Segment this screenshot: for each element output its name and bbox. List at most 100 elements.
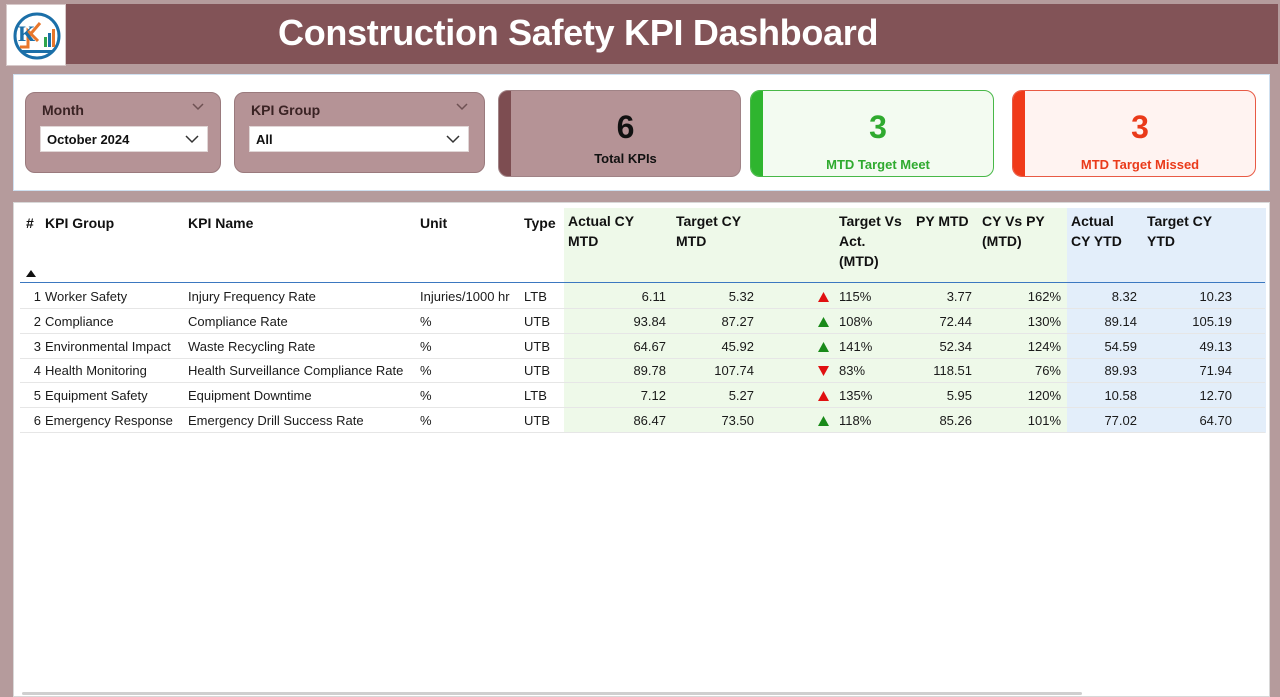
cell-cyvpy-mtd: 130% xyxy=(1027,313,1061,329)
cell-py-mtd: 5.95 xyxy=(946,388,972,404)
row-divider xyxy=(20,308,1265,309)
cell-type: LTB xyxy=(524,289,547,304)
cell-actual-mtd: 6.11 xyxy=(641,289,666,304)
sort-ascending-icon[interactable] xyxy=(26,270,36,277)
cell-group: Compliance xyxy=(45,313,114,329)
cell-py-mtd: 118.51 xyxy=(933,363,972,379)
ytd-columns-highlight xyxy=(1067,208,1266,433)
cell-group: Environmental Impact xyxy=(45,338,171,354)
cell-name: Compliance Rate xyxy=(188,313,288,329)
total-kpis-card: 6 Total KPIs xyxy=(498,90,741,177)
cell-unit: % xyxy=(420,363,432,379)
column-header-target-cy-ytd[interactable]: Target CY YTD xyxy=(1147,211,1212,251)
cell-cyvpy-mtd: 124% xyxy=(1027,338,1061,354)
cell-name: Waste Recycling Rate xyxy=(188,338,316,354)
cell-target-mtd: 87.27 xyxy=(721,313,754,329)
table-row[interactable]: 1 Worker Safety Injury Frequency Rate Injur… xyxy=(20,284,1265,309)
cell-actual-ytd: 10.58 xyxy=(1104,388,1137,404)
table-row[interactable]: 2 Compliance Compliance Rate% UTB 93.84 87.27… xyxy=(20,309,1265,334)
cell-target-ytd: 10.23 xyxy=(1199,289,1232,304)
column-header-kpi-name[interactable]: KPI Name xyxy=(188,215,254,231)
cell-actual-ytd: 89.14 xyxy=(1104,313,1137,329)
cell-name: Equipment Downtime xyxy=(188,388,312,404)
company-logo-icon: K xyxy=(13,12,61,60)
cell-target-ytd: 12.70 xyxy=(1199,388,1232,404)
cell-py-mtd: 3.77 xyxy=(946,289,972,304)
cell-target-mtd: 5.32 xyxy=(728,289,754,304)
column-header-type[interactable]: Type xyxy=(524,215,556,231)
triangle-up-icon xyxy=(818,292,829,302)
card-accent xyxy=(751,91,763,176)
header-line: Actual xyxy=(1071,213,1114,229)
cell-num: 6 xyxy=(33,413,41,428)
mtd-target-missed-card: 3 MTD Target Missed xyxy=(1012,90,1256,177)
cell-name: Health Surveillance Compliance Rate xyxy=(188,363,404,379)
header-line: Target CY xyxy=(676,213,742,229)
cell-num: 1 xyxy=(33,289,41,304)
cell-num: 2 xyxy=(33,313,41,329)
column-header-actual-cy-ytd[interactable]: Actual CY YTD xyxy=(1071,211,1122,251)
chevron-down-icon[interactable] xyxy=(446,135,460,144)
chevron-down-icon[interactable] xyxy=(456,103,468,111)
column-header-cy-vs-py-mtd[interactable]: CY Vs PY (MTD) xyxy=(982,211,1045,251)
cell-actual-mtd: 89.78 xyxy=(633,363,666,379)
cell-num: 4 xyxy=(33,363,41,379)
cell-actual-mtd: 86.47 xyxy=(633,413,666,428)
cell-type: LTB xyxy=(524,388,547,404)
header-line: YTD xyxy=(1147,233,1175,249)
mtd-target-missed-value: 3 xyxy=(1131,109,1149,145)
title-bar xyxy=(6,4,1278,64)
column-header-py-mtd[interactable]: PY MTD xyxy=(916,211,969,231)
kpi-group-slicer[interactable]: KPI Group All xyxy=(234,92,485,173)
cell-unit: % xyxy=(420,388,432,404)
table-row[interactable]: 6 Emergency Response Emergency Drill Succe… xyxy=(20,408,1265,433)
cell-cyvpy-mtd: 120% xyxy=(1027,388,1061,404)
cell-group: Health Monitoring xyxy=(45,363,147,379)
header-line: (MTD) xyxy=(982,233,1022,249)
horizontal-scrollbar[interactable] xyxy=(22,692,1082,695)
chevron-down-icon[interactable] xyxy=(192,103,204,111)
cell-target-ytd: 105.19 xyxy=(1192,313,1232,329)
kpi-group-slicer-label: KPI Group xyxy=(251,102,321,118)
cell-cyvpy-mtd: 162% xyxy=(1027,289,1061,304)
page-title: Construction Safety KPI Dashboard xyxy=(278,12,879,53)
triangle-down-icon xyxy=(818,366,829,377)
chevron-down-icon[interactable] xyxy=(185,135,199,144)
header-divider xyxy=(20,282,1265,283)
column-header-num[interactable]: # xyxy=(26,215,34,231)
cell-tva-mtd: 135% xyxy=(839,388,873,404)
column-header-target-cy-mtd[interactable]: Target CY MTD xyxy=(676,211,741,251)
mtd-target-meet-value: 3 xyxy=(869,109,887,145)
header-line: Target CY xyxy=(1147,213,1213,229)
cell-type: UTB xyxy=(524,338,550,354)
cell-name: Emergency Drill Success Rate xyxy=(188,413,364,428)
cell-unit: % xyxy=(420,338,432,354)
cell-actual-ytd: 8.32 xyxy=(1111,289,1137,304)
row-divider xyxy=(20,332,1265,334)
cell-unit: % xyxy=(420,313,432,329)
kpi-group-dropdown[interactable]: All xyxy=(249,126,469,152)
header-line: Act. xyxy=(839,233,866,249)
cell-target-mtd: 73.50 xyxy=(721,413,754,428)
row-divider xyxy=(20,382,1265,384)
column-header-kpi-group[interactable]: KPI Group xyxy=(45,215,115,231)
cell-cyvpy-mtd: 76% xyxy=(1034,363,1061,379)
total-kpis-label: Total KPIs xyxy=(594,151,657,166)
month-dropdown[interactable]: October 2024 xyxy=(40,126,208,152)
header-line: PY MTD xyxy=(916,213,969,229)
cell-tva-mtd: 118% xyxy=(839,413,872,428)
column-header-actual-cy-mtd[interactable]: Actual CY MTD xyxy=(568,211,634,251)
cell-unit: Injuries/1000 hr xyxy=(420,289,510,304)
month-dropdown-value: October 2024 xyxy=(47,132,130,147)
cell-name: Injury Frequency Rate xyxy=(188,289,316,304)
total-kpis-value: 6 xyxy=(616,109,635,145)
header-line: MTD xyxy=(676,233,707,249)
table-row[interactable]: 5 Equipment Safety Equipment Downtime% LTB 7… xyxy=(20,383,1265,409)
table-row[interactable]: 4 Health Monitoring Health Surveillance Co… xyxy=(20,358,1265,384)
month-slicer[interactable]: Month October 2024 xyxy=(25,92,221,173)
table-row[interactable]: 3 Environmental Impact Waste Recycling Rat… xyxy=(20,334,1265,359)
column-header-target-vs-act-mtd[interactable]: Target Vs Act. (MTD) xyxy=(839,211,902,271)
card-accent xyxy=(1013,91,1025,176)
header-line: (MTD) xyxy=(839,253,879,269)
column-header-unit[interactable]: Unit xyxy=(420,215,448,231)
